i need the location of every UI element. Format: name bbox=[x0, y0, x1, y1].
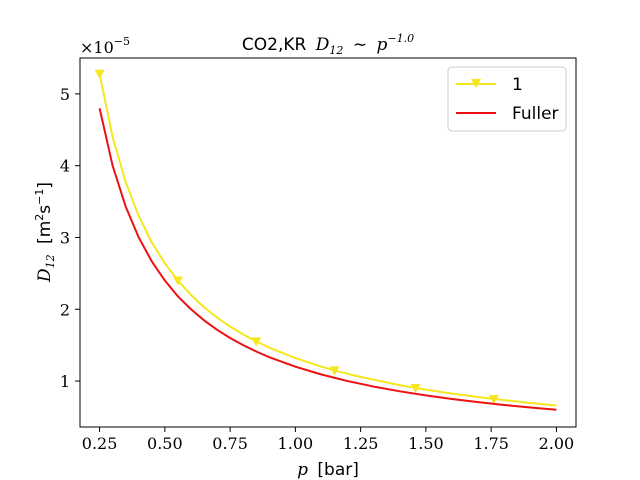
x-tick-label-2: 0.50 bbox=[147, 434, 183, 453]
y-tick-label-1: 1 bbox=[60, 372, 70, 391]
legend-label-series-1: 1 bbox=[512, 75, 523, 95]
axes-layer: 0.25 0.50 0.75 1.00 1.25 1.50 1.75 2.00 1 2 3 4 5 bbox=[60, 57, 577, 453]
y-tick-label-2: 2 bbox=[60, 300, 70, 319]
x-tick-label-1: 0.25 bbox=[82, 434, 118, 453]
y-tick-label-4: 4 bbox=[60, 157, 70, 176]
x-tick-label-8: 2.00 bbox=[539, 434, 575, 453]
x-tick-label-7: 1.75 bbox=[473, 434, 509, 453]
x-tick-label-3: 0.75 bbox=[212, 434, 248, 453]
series-marker-1-4 bbox=[329, 366, 340, 376]
plot-frame bbox=[79, 57, 577, 428]
series-marker-1-1 bbox=[94, 69, 105, 79]
legend-label-series-2: Fuller bbox=[512, 104, 559, 124]
x-axis-label: p [bar] bbox=[297, 460, 359, 480]
series-line-1 bbox=[98, 73, 557, 407]
y-tick-label-5: 5 bbox=[60, 85, 70, 104]
series-marker-1-3 bbox=[251, 337, 262, 347]
series-marker-1-2 bbox=[172, 276, 183, 286]
x-tick-label-6: 1.50 bbox=[408, 434, 444, 453]
y-axis-label: D12 [m2s−1] bbox=[33, 182, 59, 283]
legend-marker-series-1 bbox=[471, 79, 481, 88]
axis-offset-text: ×10−5 bbox=[80, 35, 130, 57]
plot-layer bbox=[94, 69, 557, 411]
series-marker-1-5 bbox=[410, 383, 421, 393]
x-tick-label-5: 1.25 bbox=[343, 434, 379, 453]
series-marker-1-6 bbox=[488, 395, 499, 405]
y-tick-label-3: 3 bbox=[60, 228, 70, 247]
series-line-2 bbox=[98, 108, 557, 411]
chart-title: CO2,KR D12 ∼ p−1.0 bbox=[242, 32, 414, 59]
legend: 1 Fuller bbox=[447, 66, 567, 132]
x-tick-label-4: 1.00 bbox=[278, 434, 314, 453]
